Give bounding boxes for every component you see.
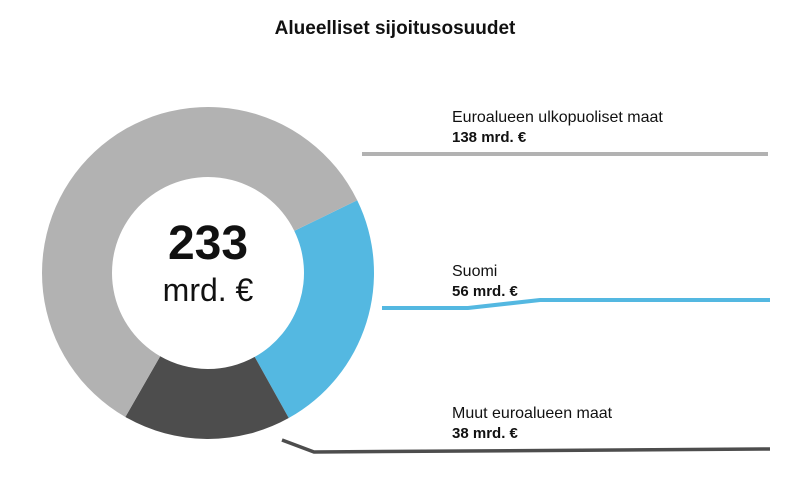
slice-label: Muut euroalueen maat (452, 405, 613, 422)
total-unit: mrd. € (162, 272, 254, 308)
label-muut-euroalueen: Muut euroalueen maat 38 mrd. € (452, 404, 612, 444)
slice-label: Euroalueen ulkopuoliset maat (452, 109, 663, 126)
slice-suomi (254, 200, 374, 419)
slice-euroalueen-ulkopuoliset (41, 106, 358, 417)
leader-line-suomi (382, 298, 770, 310)
slice-value: 138 mrd. € (452, 129, 527, 146)
chart-title: Alueelliset sijoitusosuudet (274, 18, 516, 39)
leader-line-muut-euroalueen (281, 438, 771, 454)
label-euroalueen-ulkopuoliset: Euroalueen ulkopuoliset maat 138 mrd. € (452, 108, 663, 148)
total-value: 233 (167, 217, 249, 270)
slice-label: Suomi (452, 263, 498, 280)
donut-slices (41, 106, 374, 439)
slice-value: 38 mrd. € (452, 425, 518, 442)
slice-muut-euroalueen (125, 356, 289, 439)
label-suomi: Suomi 56 mrd. € (452, 262, 518, 302)
leader-lines (281, 152, 771, 454)
slice-value: 56 mrd. € (452, 283, 518, 300)
